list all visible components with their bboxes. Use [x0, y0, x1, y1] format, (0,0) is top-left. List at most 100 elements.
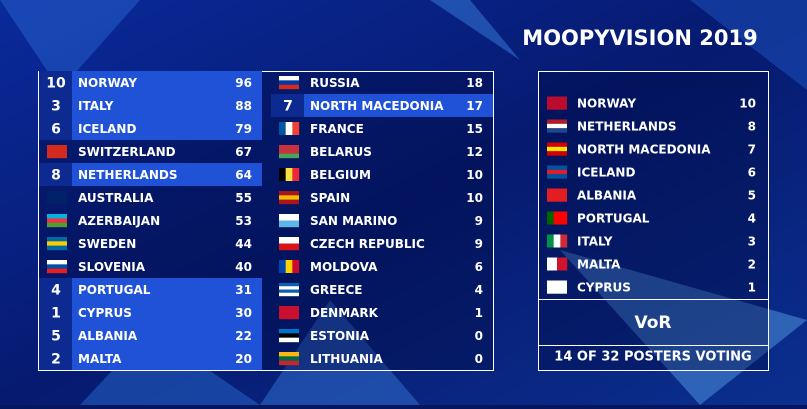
country: ALBANIA	[78, 329, 138, 343]
country: CYPRUS	[78, 306, 132, 320]
flag	[547, 96, 567, 110]
flag	[279, 199, 299, 205]
total: 40	[235, 260, 252, 274]
flag	[279, 360, 299, 366]
badge-cell	[39, 301, 72, 324]
total: 53	[235, 214, 252, 228]
badge-cell	[39, 347, 72, 370]
flag	[285, 260, 293, 273]
row-highlight	[39, 347, 262, 370]
total: 0	[475, 352, 483, 366]
total: 30	[235, 306, 252, 320]
row-highlight	[39, 94, 262, 117]
row-highlight	[39, 71, 262, 94]
flag	[279, 220, 299, 228]
country: BELGIUM	[310, 168, 371, 182]
flag	[279, 149, 299, 154]
country: SAN MARINO	[310, 214, 397, 228]
country: ICELAND	[78, 122, 136, 136]
country: SWITZERLAND	[78, 145, 176, 159]
vote-points: 3	[748, 235, 756, 249]
flag	[547, 280, 567, 294]
flag	[285, 122, 293, 135]
flag	[279, 214, 299, 221]
vote-points: 5	[748, 189, 756, 203]
row-highlight	[39, 278, 262, 301]
vote-country: MALTA	[577, 258, 621, 272]
flag	[547, 174, 567, 179]
total: 79	[235, 122, 252, 136]
flag	[547, 257, 558, 271]
flag	[547, 165, 567, 171]
vote-points: 1	[748, 281, 756, 295]
country: SLOVENIA	[78, 260, 146, 274]
flag	[279, 289, 299, 293]
total: 15	[466, 122, 483, 136]
flag	[557, 257, 568, 271]
flag	[47, 241, 67, 246]
flag	[547, 128, 567, 133]
total: 10	[466, 191, 483, 205]
row-highlight	[39, 163, 262, 186]
flag	[279, 356, 299, 361]
country: ESTONIA	[310, 329, 370, 343]
vote-country: ICELAND	[577, 166, 635, 180]
total: 44	[235, 237, 252, 251]
badge-points: 6	[51, 122, 61, 138]
vote-country: ALBANIA	[577, 189, 637, 203]
total: 22	[235, 329, 252, 343]
flag	[279, 145, 299, 150]
badge-points: 10	[46, 76, 66, 92]
flag	[279, 352, 299, 357]
total: 64	[235, 168, 252, 182]
flag	[547, 142, 567, 148]
flag	[279, 243, 299, 251]
badge-points: 4	[51, 283, 61, 299]
total: 67	[235, 145, 252, 159]
flag	[279, 153, 299, 159]
country: NETHERLANDS	[78, 168, 178, 182]
badge-cell	[39, 324, 72, 347]
total: 0	[475, 329, 483, 343]
flag	[560, 234, 568, 248]
badge-cell	[39, 71, 72, 94]
flag	[553, 234, 561, 248]
flag	[47, 218, 67, 223]
vote-country: PORTUGAL	[577, 212, 650, 226]
row-highlight	[39, 301, 262, 324]
total: 6	[475, 260, 483, 274]
vote-points: 4	[748, 212, 756, 226]
country: CZECH REPUBLIC	[310, 237, 425, 251]
total: 18	[466, 76, 483, 90]
flag	[279, 337, 299, 343]
vote-country: NETHERLANDS	[577, 120, 677, 134]
total: 31	[235, 283, 252, 297]
total: 88	[235, 99, 252, 113]
flag	[547, 188, 567, 202]
flag	[547, 119, 567, 125]
country: GREECE	[310, 283, 363, 297]
flag	[47, 237, 67, 242]
flag	[279, 195, 299, 200]
badge-points: 8	[51, 168, 61, 184]
flag	[279, 191, 299, 196]
total: 17	[466, 99, 483, 113]
vote-country: NORTH MACEDONIA	[577, 143, 711, 157]
total: 55	[235, 191, 252, 205]
flag	[547, 146, 567, 152]
country: MOLDOVA	[310, 260, 378, 274]
country: AZERBAIJAN	[78, 214, 160, 228]
vote-points: 2	[748, 258, 756, 272]
flag	[547, 211, 554, 225]
flag	[279, 84, 299, 90]
country: AUSTRALIA	[78, 191, 154, 205]
badge-points: 2	[51, 352, 61, 368]
flag	[279, 333, 299, 338]
flag	[292, 260, 300, 273]
flag	[279, 306, 299, 320]
row-highlight	[271, 94, 493, 117]
flag	[279, 122, 286, 135]
badge-cell	[39, 94, 72, 117]
vote-points: 10	[739, 97, 756, 111]
